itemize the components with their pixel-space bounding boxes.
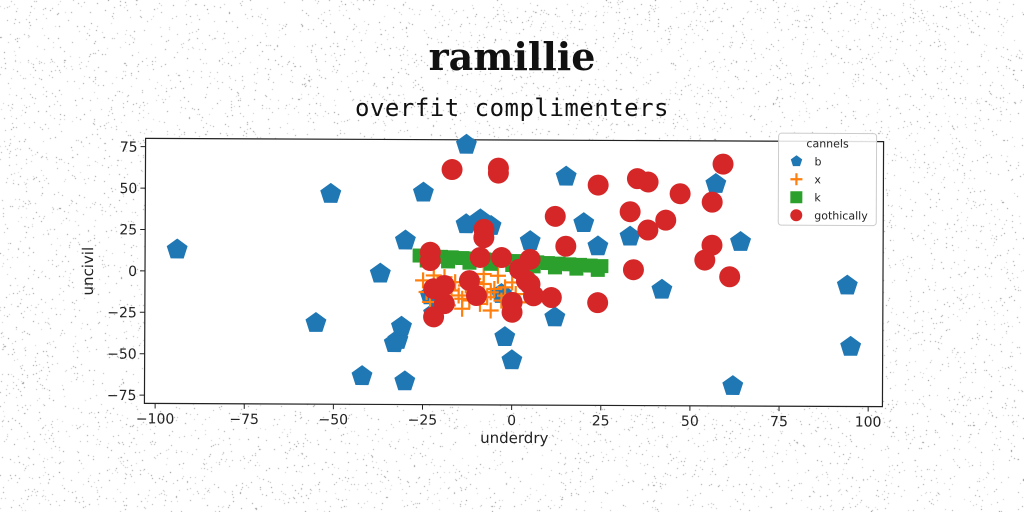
x-tick-label: 75 bbox=[770, 414, 788, 430]
point-b bbox=[573, 212, 595, 233]
legend-marker-b bbox=[790, 155, 803, 167]
legend-marker-k bbox=[790, 191, 803, 204]
x-tick-label: −25 bbox=[408, 413, 438, 429]
point-gothically bbox=[719, 266, 741, 288]
point-gothically bbox=[465, 285, 487, 307]
point-gothically bbox=[491, 247, 513, 269]
legend-label-b: b bbox=[814, 155, 821, 168]
x-tick-label: −75 bbox=[229, 412, 259, 428]
point-b bbox=[320, 182, 342, 203]
x-tick-label: 100 bbox=[855, 414, 882, 430]
point-b bbox=[836, 274, 858, 295]
point-b bbox=[455, 133, 477, 154]
point-b bbox=[544, 306, 566, 327]
y-tick-label: 50 bbox=[120, 181, 138, 197]
x-tick-label: 25 bbox=[592, 413, 610, 429]
point-x bbox=[482, 302, 499, 319]
y-axis: −75 −50 −25 0 25 50 75 bbox=[107, 140, 146, 404]
point-gothically bbox=[544, 205, 566, 227]
legend: cannels bxk gothically bbox=[777, 132, 878, 227]
point-k bbox=[590, 262, 605, 277]
point-gothically bbox=[637, 219, 659, 241]
point-gothically bbox=[441, 159, 463, 181]
point-b bbox=[519, 230, 541, 251]
point-b bbox=[369, 262, 391, 283]
point-gothically bbox=[701, 191, 723, 213]
point-b bbox=[730, 230, 752, 251]
point-b bbox=[651, 278, 673, 299]
x-tick-label: 50 bbox=[681, 414, 699, 430]
point-b bbox=[351, 365, 373, 386]
point-b bbox=[555, 165, 577, 186]
point-gothically bbox=[419, 250, 441, 272]
point-gothically bbox=[433, 293, 455, 315]
point-gothically bbox=[501, 301, 523, 323]
point-b bbox=[412, 181, 434, 202]
point-x bbox=[486, 280, 503, 297]
legend-marker-gothically bbox=[790, 209, 803, 222]
point-b bbox=[390, 315, 412, 336]
point-gothically bbox=[469, 246, 491, 268]
point-gothically bbox=[669, 183, 691, 205]
point-b bbox=[394, 370, 416, 391]
legend-label-k: k bbox=[814, 191, 821, 204]
legend-box bbox=[777, 132, 878, 227]
point-b bbox=[840, 335, 862, 356]
y-tick-label: −75 bbox=[107, 388, 137, 404]
y-axis-label: uncivil bbox=[79, 247, 97, 296]
point-gothically bbox=[619, 201, 641, 223]
legend-label-gothically: gothically bbox=[814, 209, 868, 222]
point-b bbox=[587, 235, 609, 256]
x-tick-label: −100 bbox=[136, 411, 175, 427]
point-b bbox=[394, 229, 416, 250]
point-x bbox=[489, 267, 506, 284]
chart-title: ramillie bbox=[428, 34, 596, 79]
point-b bbox=[305, 311, 327, 332]
point-gothically bbox=[587, 174, 609, 196]
point-gothically bbox=[433, 274, 455, 296]
point-gothically bbox=[473, 227, 495, 249]
point-k bbox=[548, 260, 563, 275]
legend-label-x: x bbox=[814, 173, 821, 186]
point-gothically bbox=[540, 287, 562, 309]
point-gothically bbox=[523, 285, 545, 307]
y-tick-label: −25 bbox=[107, 305, 137, 321]
y-tick-label: 0 bbox=[128, 264, 137, 280]
x-tick-label: 0 bbox=[507, 413, 516, 429]
plot-area bbox=[166, 133, 862, 395]
point-b bbox=[166, 238, 188, 259]
point-gothically bbox=[637, 171, 659, 193]
point-k bbox=[569, 261, 584, 276]
point-b bbox=[494, 326, 516, 346]
point-gothically bbox=[712, 153, 734, 175]
legend-marker-x bbox=[790, 173, 803, 186]
point-gothically bbox=[487, 162, 509, 184]
x-axis: −100 −75 −50 −25 0 25 50 75 100 bbox=[136, 403, 882, 431]
y-tick-label: 75 bbox=[120, 140, 138, 156]
point-gothically bbox=[655, 209, 677, 231]
point-gothically bbox=[587, 292, 609, 314]
point-b bbox=[722, 375, 744, 395]
x-tick-label: −50 bbox=[319, 412, 349, 428]
point-k bbox=[441, 254, 456, 269]
series-gothically bbox=[419, 153, 741, 328]
point-gothically bbox=[622, 259, 644, 281]
y-tick-label: 25 bbox=[119, 222, 137, 238]
point-gothically bbox=[701, 234, 723, 256]
point-gothically bbox=[555, 235, 577, 257]
point-b bbox=[705, 172, 727, 193]
point-b bbox=[501, 349, 523, 370]
legend-title: cannels bbox=[806, 137, 849, 150]
point-x bbox=[450, 287, 467, 304]
x-axis-label: underdry bbox=[480, 429, 548, 447]
chart-subtitle: overfit complimenters bbox=[355, 94, 669, 122]
point-b bbox=[619, 225, 641, 246]
point-x bbox=[475, 266, 492, 283]
y-tick-label: −50 bbox=[107, 347, 137, 363]
